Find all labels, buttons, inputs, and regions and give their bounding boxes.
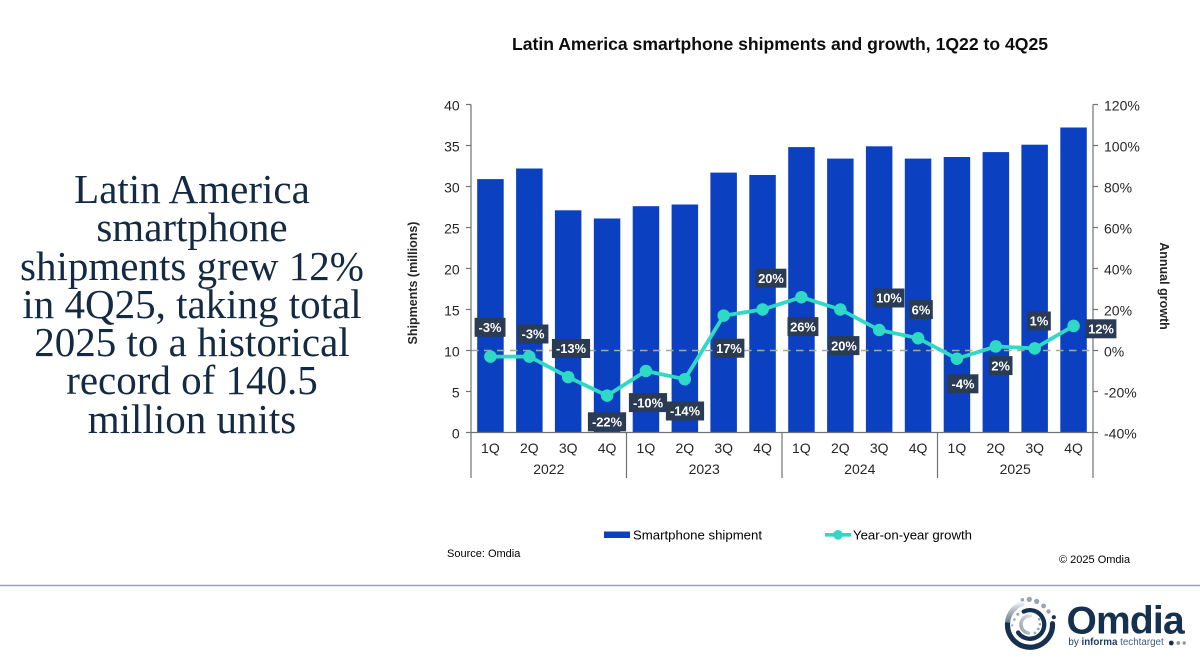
svg-text:0%: 0% — [1104, 344, 1124, 360]
svg-text:80%: 80% — [1104, 180, 1132, 196]
svg-text:-4%: -4% — [952, 377, 975, 392]
svg-text:-13%: -13% — [556, 341, 587, 356]
svg-text:1Q: 1Q — [792, 440, 811, 456]
svg-text:0: 0 — [452, 426, 460, 442]
svg-text:© 2025 Omdia: © 2025 Omdia — [1059, 554, 1131, 566]
svg-text:40%: 40% — [1104, 262, 1132, 278]
svg-text:by informa techtarget: by informa techtarget — [1068, 637, 1164, 648]
svg-text:5: 5 — [452, 385, 460, 401]
svg-text:-22%: -22% — [592, 415, 623, 430]
svg-text:1Q: 1Q — [637, 440, 656, 456]
svg-text:Shipments (millions): Shipments (millions) — [406, 222, 420, 345]
svg-text:Omdia: Omdia — [1067, 600, 1185, 643]
svg-text:2Q: 2Q — [831, 440, 850, 456]
svg-text:2022: 2022 — [533, 461, 564, 477]
svg-text:1Q: 1Q — [948, 440, 967, 456]
svg-text:15: 15 — [444, 303, 460, 319]
svg-text:3Q: 3Q — [1025, 440, 1044, 456]
svg-text:Annual growth: Annual growth — [1157, 242, 1171, 330]
svg-text:Smartphone shipment: Smartphone shipment — [633, 528, 762, 543]
svg-text:2%: 2% — [991, 358, 1010, 373]
svg-text:10: 10 — [444, 344, 460, 360]
svg-text:60%: 60% — [1104, 221, 1132, 237]
svg-text:12%: 12% — [1088, 322, 1114, 337]
svg-text:40: 40 — [444, 98, 460, 114]
svg-text:3Q: 3Q — [559, 440, 578, 456]
svg-text:Year-on-year growth: Year-on-year growth — [853, 528, 972, 543]
svg-text:Source: Omdia: Source: Omdia — [447, 548, 521, 560]
svg-text:-3%: -3% — [522, 327, 545, 342]
svg-text:-10%: -10% — [633, 395, 664, 410]
svg-text:2025: 2025 — [1000, 461, 1031, 477]
svg-text:30: 30 — [444, 180, 460, 196]
svg-text:6%: 6% — [912, 302, 931, 317]
svg-text:2Q: 2Q — [675, 440, 694, 456]
svg-text:120%: 120% — [1104, 98, 1140, 114]
svg-text:26%: 26% — [790, 319, 816, 334]
svg-text:25: 25 — [444, 221, 460, 237]
svg-text:2023: 2023 — [689, 461, 720, 477]
svg-text:4Q: 4Q — [909, 440, 928, 456]
svg-text:20: 20 — [444, 262, 460, 278]
svg-text:10%: 10% — [876, 291, 902, 306]
svg-text:2Q: 2Q — [986, 440, 1005, 456]
svg-text:-20%: -20% — [1104, 385, 1137, 401]
svg-text:1%: 1% — [1030, 314, 1049, 329]
svg-text:1Q: 1Q — [481, 440, 500, 456]
svg-text:-40%: -40% — [1104, 426, 1137, 442]
svg-text:-3%: -3% — [479, 320, 502, 335]
svg-text:2024: 2024 — [844, 461, 875, 477]
svg-text:4Q: 4Q — [598, 440, 617, 456]
svg-text:4Q: 4Q — [753, 440, 772, 456]
svg-text:-14%: -14% — [670, 404, 701, 419]
svg-text:35: 35 — [444, 139, 460, 155]
svg-text:17%: 17% — [716, 341, 742, 356]
svg-text:3Q: 3Q — [714, 440, 733, 456]
svg-text:20%: 20% — [758, 271, 784, 286]
svg-text:20%: 20% — [831, 338, 857, 353]
svg-text:100%: 100% — [1104, 139, 1140, 155]
svg-text:20%: 20% — [1104, 303, 1132, 319]
svg-text:3Q: 3Q — [870, 440, 889, 456]
svg-text:4Q: 4Q — [1064, 440, 1083, 456]
svg-text:2Q: 2Q — [520, 440, 539, 456]
